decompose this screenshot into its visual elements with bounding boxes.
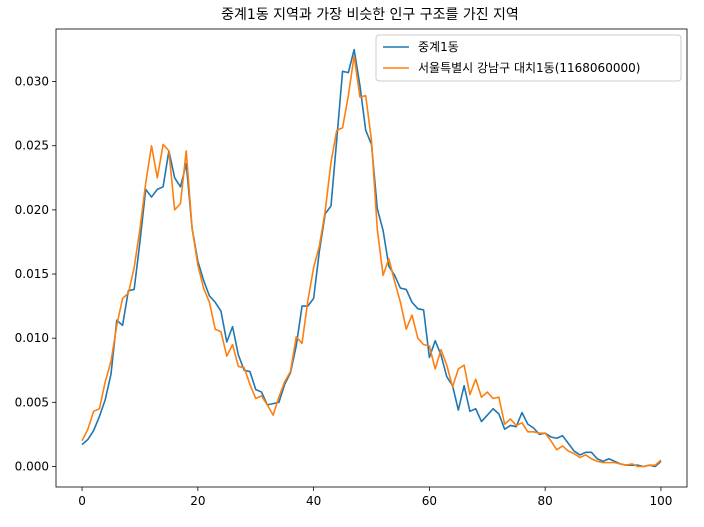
x-tick-label: 40 bbox=[306, 494, 321, 508]
plot-frame bbox=[55, 28, 688, 488]
series-line bbox=[81, 55, 662, 468]
y-axis: 0.000 0.005 0.010 0.015 0.020 0.025 0.030 bbox=[15, 75, 56, 473]
x-tick-label: 60 bbox=[422, 494, 437, 508]
x-axis: 0 20 40 60 80 100 bbox=[78, 487, 672, 508]
legend-label: 중계1동 bbox=[418, 40, 459, 54]
series-layer bbox=[81, 48, 662, 468]
x-tick-label: 100 bbox=[649, 494, 672, 508]
y-tick-label: 0.025 bbox=[15, 139, 49, 153]
legend-box bbox=[375, 34, 682, 82]
y-tick-label: 0.000 bbox=[15, 459, 49, 473]
x-tick-label: 20 bbox=[190, 494, 205, 508]
y-tick-label: 0.010 bbox=[15, 331, 49, 345]
chart-title: 중계1동 지역과 가장 비슷한 인구 구조를 가진 지역 bbox=[221, 7, 519, 23]
y-tick-label: 0.005 bbox=[15, 395, 49, 409]
y-tick-label: 0.015 bbox=[15, 267, 49, 281]
x-tick-label: 80 bbox=[538, 494, 553, 508]
y-tick-label: 0.020 bbox=[15, 203, 49, 217]
y-tick-label: 0.030 bbox=[15, 75, 49, 89]
x-tick-label: 0 bbox=[78, 494, 86, 508]
legend-label: 서울특별시 강남구 대치1동(1168060000) bbox=[418, 61, 640, 75]
